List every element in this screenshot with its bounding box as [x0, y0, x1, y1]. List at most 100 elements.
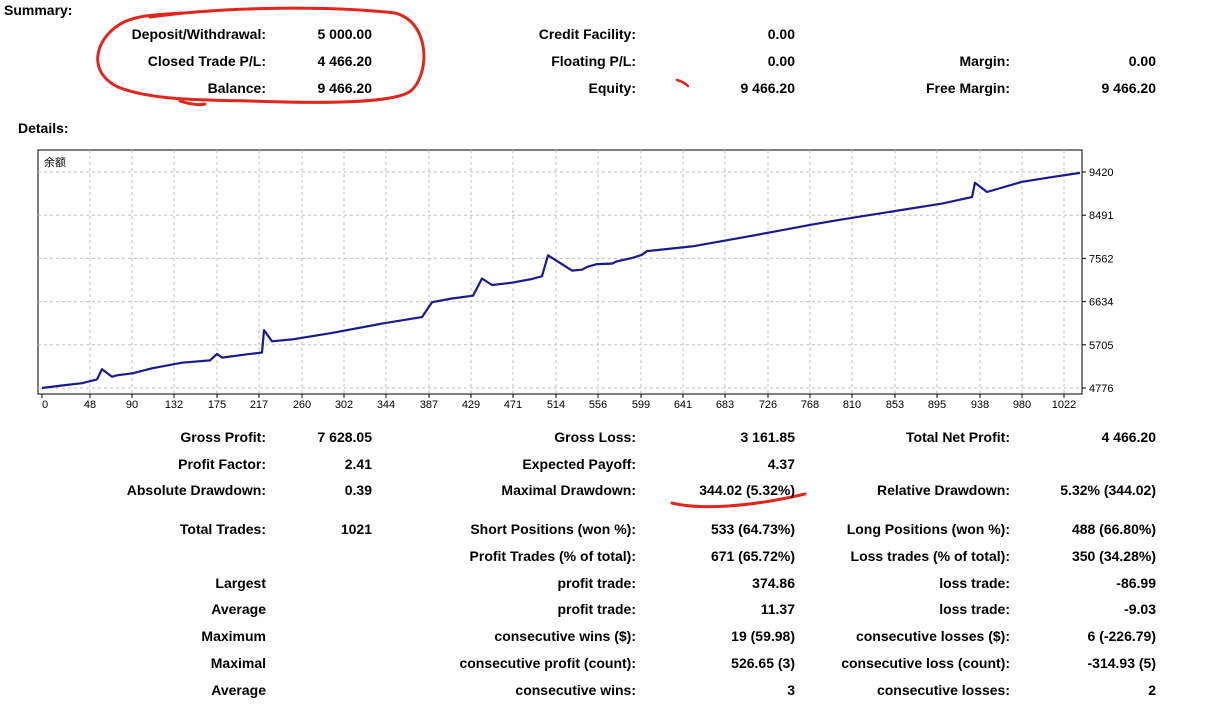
stat-value-absolute-drawdown: 0.39 [344, 482, 372, 498]
summary-value-balance: 9 466.20 [317, 80, 373, 96]
summary-label-credit: Credit Facility: [538, 26, 636, 42]
stat-value-profit-trades: 671 (65.72%) [710, 548, 795, 564]
y-tick-label: 7562 [1089, 253, 1113, 265]
x-tick-label: 895 [928, 399, 946, 411]
red-circle-tail [178, 99, 207, 107]
summary-value-equity: 9 466.20 [740, 80, 796, 96]
y-tick-label: 9420 [1089, 167, 1113, 179]
stat-label-long-positions: Long Positions (won %): [846, 521, 1010, 537]
plot-frame [37, 149, 1083, 395]
red-circle-annotation [96, 6, 426, 104]
x-tick-label: 938 [971, 399, 989, 411]
summary-value-margin: 0.00 [1128, 53, 1156, 69]
stat-label-profit-factor: Profit Factor: [178, 456, 266, 472]
stat-label-maximal: Maximal [210, 655, 266, 671]
summary-label-floating-pl: Floating P/L: [551, 53, 636, 69]
stat-label-gross-loss: Gross Loss: [554, 429, 636, 445]
summary-value-floating-pl: 0.00 [767, 53, 795, 69]
x-tick-label: 132 [165, 399, 183, 411]
y-tick-label: 8491 [1089, 210, 1113, 222]
stat-value-average-loss-trade: -9.03 [1124, 601, 1156, 617]
y-tick-label: 5705 [1089, 340, 1113, 352]
x-tick-label: 90 [126, 399, 138, 411]
x-tick-label: 980 [1013, 399, 1031, 411]
stat-value-total-trades: 1021 [340, 521, 372, 537]
x-tick-label: 344 [377, 399, 395, 411]
summary-value-credit: 0.00 [767, 26, 795, 42]
x-tick-label: 0 [42, 399, 48, 411]
summary-label-margin: Margin: [959, 53, 1010, 69]
details-heading: Details: [18, 120, 69, 136]
stat-label-largest: Largest [215, 575, 266, 591]
summary-label-closed-pl: Closed Trade P/L: [147, 53, 266, 69]
stat-label-short-positions: Short Positions (won %): [470, 521, 636, 537]
stat-label-total-trades: Total Trades: [179, 521, 266, 537]
stat-value-max-consecutive-wins: 19 (59.98) [731, 628, 795, 644]
chart-title: 余额 [44, 155, 66, 169]
x-tick-label: 556 [589, 399, 607, 411]
x-tick-label: 471 [504, 399, 522, 411]
stat-value-short-positions: 533 (64.73%) [710, 521, 795, 537]
stat-label-average-consecutive-wins: consecutive wins: [515, 682, 636, 698]
stat-label-max-consecutive-wins: consecutive wins ($): [494, 628, 636, 644]
x-tick-label: 387 [420, 399, 438, 411]
stat-value-largest-loss-trade: -86.99 [1116, 575, 1156, 591]
stat-value-average-consecutive-losses: 2 [1148, 682, 1156, 698]
stat-label-largest-loss-trade: loss trade: [939, 575, 1010, 591]
red-tick-mark [675, 78, 690, 88]
stat-value-max-consecutive-losses: 6 (-226.79) [1087, 628, 1156, 644]
x-tick-label: 260 [293, 399, 311, 411]
x-tick-label: 302 [335, 399, 353, 411]
stat-label-gross-profit: Gross Profit: [180, 429, 266, 445]
x-tick-label: 48 [84, 399, 96, 411]
stat-value-gross-profit: 7 628.05 [317, 429, 373, 445]
stat-label-average-consecutive-losses: consecutive losses: [876, 682, 1010, 698]
stat-label-expected-payoff: Expected Payoff: [522, 456, 636, 472]
y-tick-label: 6634 [1089, 297, 1113, 309]
balance-line [41, 171, 1081, 390]
x-tick-label: 429 [462, 399, 480, 411]
x-tick-label: 1022 [1052, 399, 1076, 411]
grid-lines [38, 150, 1082, 394]
stat-label-largest-profit-trade: profit trade: [557, 575, 636, 591]
stat-label-average-2: Average [211, 682, 266, 698]
summary-value-deposit: 5 000.00 [317, 26, 373, 42]
stat-label-average-profit-trade: profit trade: [557, 601, 636, 617]
red-underline-annotation [670, 492, 807, 509]
x-tick-label: 810 [843, 399, 861, 411]
x-tick-label: 599 [632, 399, 650, 411]
stat-value-relative-drawdown: 5.32% (344.02) [1060, 482, 1156, 498]
stat-value-long-positions: 488 (66.80%) [1071, 521, 1156, 537]
stat-value-maximal-consecutive-profit: 526.65 (3) [731, 655, 795, 671]
stat-value-average-consecutive-wins: 3 [787, 682, 795, 698]
stat-label-average-loss-trade: loss trade: [939, 601, 1010, 617]
stat-label-max-consecutive-losses: consecutive losses ($): [855, 628, 1010, 644]
summary-label-deposit: Deposit/Withdrawal: [131, 26, 266, 42]
x-tick-label: 853 [886, 399, 904, 411]
x-tick-label: 217 [250, 399, 268, 411]
stat-value-expected-payoff: 4.37 [767, 456, 795, 472]
x-tick-label: 768 [801, 399, 819, 411]
x-axis-ticks: 0 48 90 132 175 217 260 302 344 387 429 471 514 556 59… [41, 394, 1076, 411]
summary-label-equity: Equity: [588, 80, 636, 96]
stat-value-largest-profit-trade: 374.86 [752, 575, 795, 591]
stat-value-average-profit-trade: 11.37 [760, 601, 795, 617]
stat-value-loss-trades: 350 (34.28%) [1071, 548, 1156, 564]
x-tick-label: 175 [208, 399, 226, 411]
stat-label-absolute-drawdown: Absolute Drawdown: [126, 482, 266, 498]
stat-label-maximal-drawdown: Maximal Drawdown: [501, 482, 636, 498]
stat-label-loss-trades: Loss trades (% of total): [850, 548, 1010, 564]
x-tick-label: 726 [759, 399, 777, 411]
summary-label-balance: Balance: [207, 80, 266, 96]
stat-label-average: Average [211, 601, 266, 617]
x-tick-label: 683 [716, 399, 734, 411]
stat-value-gross-loss: 3 161.85 [740, 429, 796, 445]
stat-value-maximal-consecutive-loss: -314.93 (5) [1087, 655, 1156, 671]
y-axis-ticks: 4776 5705 6634 7562 8491 9420 [1082, 167, 1113, 395]
stat-label-maximal-consecutive-loss: consecutive loss (count): [841, 655, 1010, 671]
stat-label-total-net-profit: Total Net Profit: [906, 429, 1010, 445]
stat-label-maximum: Maximum [201, 628, 266, 644]
stat-value-maximal-drawdown: 344.02 (5.32%) [699, 482, 795, 498]
stat-label-profit-trades: Profit Trades (% of total): [469, 548, 636, 564]
